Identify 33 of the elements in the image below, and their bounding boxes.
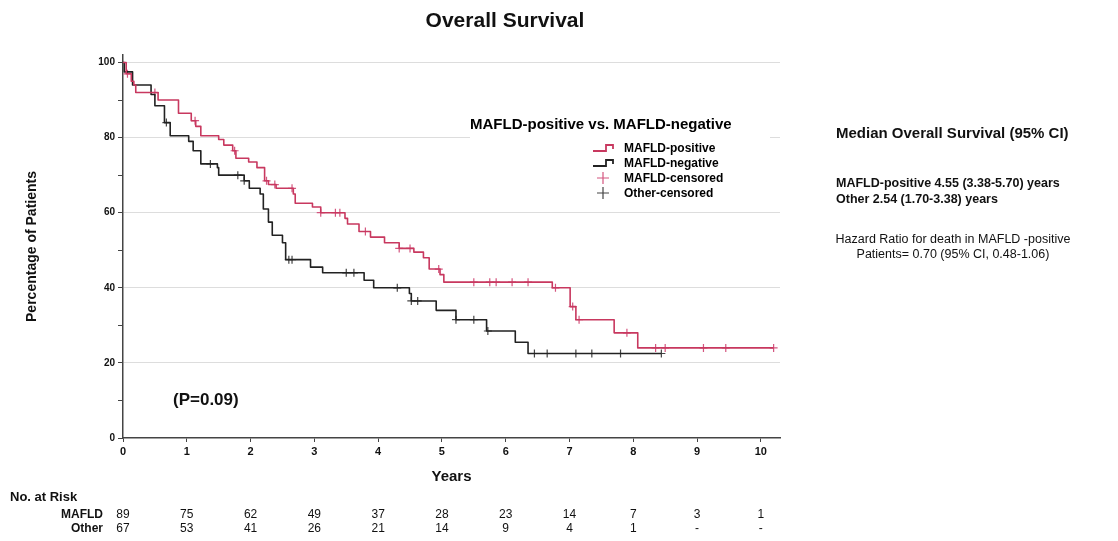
legend-label: MAFLD-negative [624, 155, 719, 170]
text: Other 67 53 41 26 21 14 9 4 1 - - [70, 521, 763, 535]
x-tick-label: 9 [694, 444, 701, 457]
text: Hazard Ratio for death in MAFLD -positive Patients= 0.70 (95% CI, 0.48-1.06) [834, 232, 1072, 262]
text: MAFLD 89 75 62 49 37 28 23 14 7 3 1 [61, 507, 765, 521]
y-tick-label: 20 [103, 356, 116, 368]
y-tick-label: 100 [98, 56, 116, 68]
x-tick-label: 7 [566, 444, 573, 457]
x-tick-label: 5 [438, 444, 445, 457]
y-tick-label: 40 [103, 281, 116, 293]
x-tick-label: 8 [630, 444, 637, 457]
y-tick-label: 60 [103, 206, 116, 218]
chart-title: Overall Survival [424, 8, 586, 32]
x-tick-label: 2 [247, 444, 254, 457]
x-tick-label: 1 [183, 444, 190, 457]
x-tick-label: 3 [311, 444, 318, 457]
x-tick-label: 6 [502, 444, 509, 457]
y-tick-label: 80 [103, 131, 116, 143]
y-axis-title: Percentage of Patients [23, 170, 40, 322]
x-tick-label: 10 [754, 444, 767, 457]
text: Other 2.54 (1.70-3.38) years [836, 192, 998, 206]
legend-title: MAFLD-positive vs. MAFLD-negative [470, 115, 733, 132]
annotation: (P=0.09) [173, 389, 239, 409]
x-axis-title: Years [431, 467, 472, 485]
y-tick-label: 0 [109, 431, 116, 443]
x-tick-label: 0 [119, 444, 127, 457]
legend-label: MAFLD-positive [624, 140, 716, 155]
x-tick-label: 4 [375, 444, 383, 457]
text: No. at Risk [10, 489, 78, 504]
legend-label: MAFLD-censored [624, 170, 724, 185]
text: Median Overall Survival (95% CI) [836, 124, 1069, 141]
text: MAFLD-positive 4.55 (3.38-5.70) years [836, 176, 1060, 190]
legend-label: Other-censored [624, 185, 714, 200]
